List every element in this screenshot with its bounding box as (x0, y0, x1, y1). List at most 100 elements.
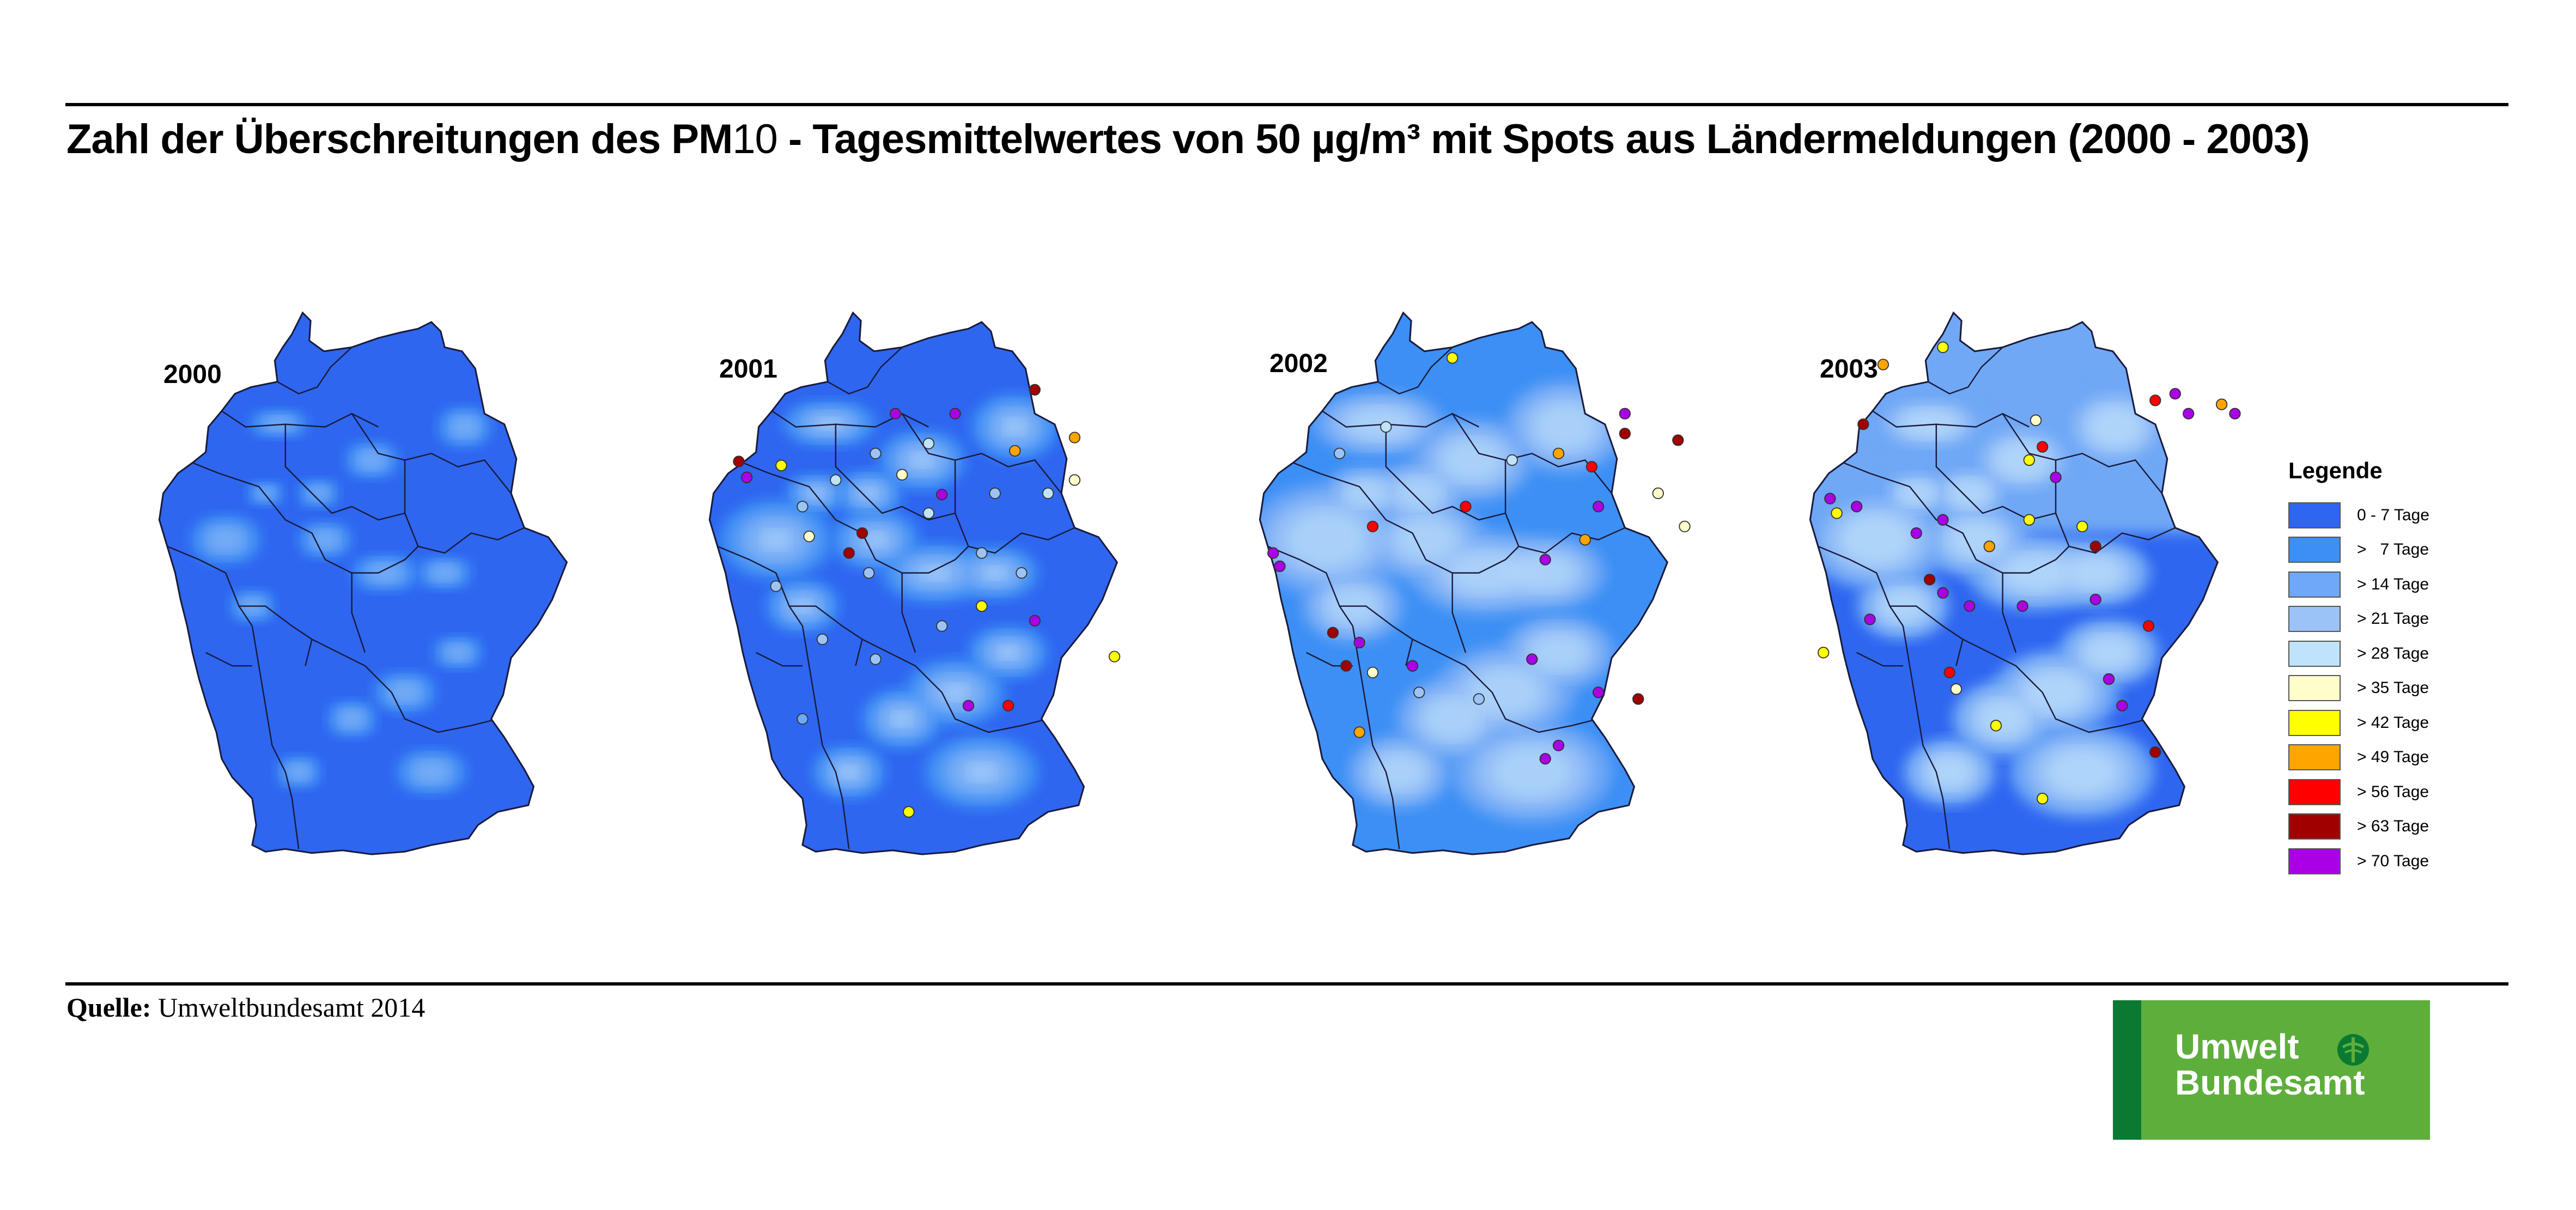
country-border (1259, 311, 1669, 855)
station-spot (1002, 700, 1014, 712)
legend-item: > 49 Tage (2288, 740, 2484, 775)
state-border (1322, 410, 1479, 428)
logo-bar (2113, 1000, 2141, 1140)
station-spot (903, 806, 915, 818)
state-border (251, 625, 300, 849)
state-border (789, 605, 863, 666)
station-spot (870, 653, 882, 665)
station-spot (2023, 514, 2036, 526)
station-spot (740, 471, 753, 483)
station-spot (1592, 686, 1605, 698)
station-spot (1632, 693, 1644, 705)
station-spot (1592, 501, 1605, 513)
station-spot (1380, 421, 1392, 433)
station-spot (2037, 793, 2049, 805)
station-spot (1016, 567, 1028, 579)
station-spot (2050, 471, 2062, 483)
station-spot (856, 527, 868, 539)
umweltbundesamt-logo: Umwelt Bundesamt (2113, 1000, 2430, 1140)
station-spot (922, 437, 935, 449)
germany-map (708, 311, 1121, 855)
state-border (1425, 546, 1520, 574)
station-spot (1009, 445, 1021, 457)
legend-item: > 21 Tage (2288, 602, 2484, 637)
country-border (1809, 311, 2219, 855)
station-spot (936, 489, 948, 501)
station-spot (733, 455, 745, 467)
station-spot (1943, 666, 1955, 679)
state-border (875, 546, 969, 574)
legend-item: 0 - 7 Tage (2288, 498, 2484, 533)
legend-label: > 63 Tage (2357, 817, 2429, 836)
state-border (2055, 460, 2176, 554)
station-spot (2215, 398, 2228, 410)
state-border (1976, 546, 2070, 574)
station-spot (1506, 454, 1518, 466)
state-border (325, 546, 419, 574)
germany-map (158, 311, 568, 855)
station-spot (2149, 394, 2161, 406)
station-spot (843, 547, 855, 559)
state-border (192, 462, 326, 560)
map-year-label: 2002 (1269, 349, 1328, 378)
station-spot (2023, 454, 2036, 466)
station-spot (1029, 615, 1041, 627)
state-border (1451, 573, 1467, 653)
station-spot (962, 700, 975, 712)
legend-title: Legende (2288, 458, 2383, 483)
legend-swatch (2288, 640, 2341, 667)
map-2002: 2002 (1253, 294, 1711, 893)
legend-item: > 42 Tage (2288, 706, 2484, 740)
state-border (1352, 625, 1400, 849)
state-border (2002, 413, 2162, 494)
station-spot (896, 469, 908, 481)
state-border (901, 413, 1062, 494)
station-spot (1679, 520, 1691, 533)
station-spot (1353, 726, 1365, 738)
state-border (1818, 545, 1904, 627)
legend-label: > 42 Tage (2357, 713, 2429, 732)
state-border (835, 424, 956, 521)
legend-swatch (2288, 502, 2341, 528)
station-spot (1366, 666, 1379, 679)
station-spot (1406, 660, 1419, 672)
station-spot (1585, 461, 1598, 473)
station-spot (1937, 341, 1949, 354)
station-spot (1366, 520, 1379, 533)
map-year-label: 2000 (163, 360, 222, 389)
station-spot (976, 547, 988, 559)
station-spot (889, 408, 902, 419)
station-spot (1990, 720, 2002, 732)
state-border (801, 625, 850, 849)
station-spot (1937, 587, 1949, 599)
legend-swatch (2288, 744, 2341, 771)
country-border (158, 311, 568, 855)
station-spot (1579, 534, 1591, 546)
station-spot (1526, 653, 1538, 665)
state-border (1872, 410, 2030, 428)
station-spot (2030, 414, 2042, 427)
station-spot (1619, 408, 1631, 419)
station-spot (2016, 600, 2028, 612)
state-border (1451, 413, 1612, 494)
bottom-rule (65, 982, 2508, 986)
station-spot (1327, 627, 1339, 639)
state-border (277, 346, 353, 395)
state-border (205, 652, 252, 667)
station-spot (949, 408, 961, 419)
station-spot (2037, 441, 2049, 453)
legend-label: > 56 Tage (2357, 782, 2429, 801)
station-spot (1850, 501, 1863, 513)
station-spot (2183, 408, 2195, 419)
map-panels: 2000 2001 2002 2003 (153, 294, 2277, 893)
station-spot (770, 580, 782, 592)
station-spot (816, 633, 829, 646)
station-spot (1042, 487, 1054, 500)
station-spot (1818, 647, 1830, 659)
state-border (954, 460, 1075, 554)
legend-items: 0 - 7 Tage > 7 Tage > 14 Tage > 21 Tage > 28… (2288, 498, 2484, 879)
station-spot (803, 530, 815, 543)
state-border (167, 545, 253, 627)
state-border (239, 605, 313, 666)
station-spot (1108, 650, 1121, 662)
